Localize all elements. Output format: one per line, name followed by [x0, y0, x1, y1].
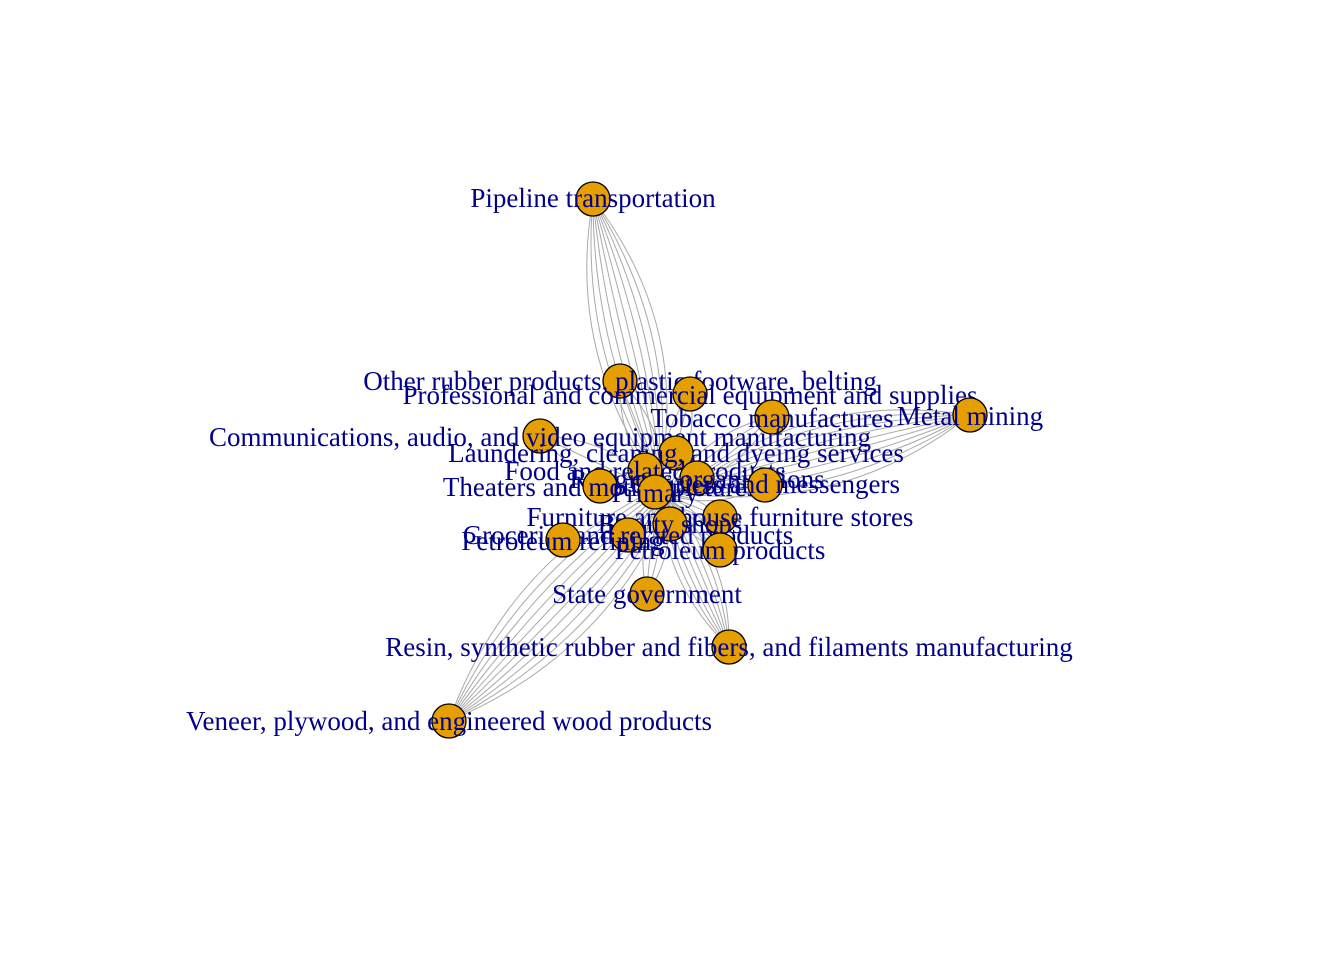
- node-petroleum-products: Petroleum products: [615, 532, 826, 568]
- node-label: State government: [552, 579, 742, 609]
- node-circle: [672, 376, 708, 412]
- node-communications: Communications, audio, and video equipme…: [209, 418, 871, 454]
- node-label: Couriers and messengers: [630, 469, 900, 499]
- edge-pipeline: [592, 198, 663, 493]
- node-label: Theaters and motion pictures: [443, 472, 757, 502]
- node-laundering: Laundering, cleaning, and dyeing service…: [448, 435, 904, 471]
- node-circle: [754, 399, 790, 435]
- node-circle: [610, 517, 646, 553]
- node-theaters: Theaters and motion pictures: [443, 468, 757, 504]
- node-resin: Resin, synthetic rubber and fibers, and …: [385, 629, 1073, 665]
- node-circle: [702, 532, 738, 568]
- node-label: Petroleum products: [615, 535, 826, 565]
- edge-veneer: [448, 497, 669, 722]
- node-circle: [545, 522, 581, 558]
- node-circle: [952, 397, 988, 433]
- node-label: Communications, audio, and video equipme…: [209, 422, 871, 452]
- node-circle: [637, 474, 673, 510]
- node-circle: [629, 576, 665, 612]
- node-circle: [575, 181, 611, 217]
- edge-veneer: [448, 488, 658, 722]
- edge-veneer: [448, 489, 659, 722]
- node-label: Metal mining: [897, 401, 1043, 431]
- node-circle: [431, 703, 467, 739]
- node-label: Other rubber products, plastic footware,…: [363, 366, 877, 396]
- node-label: Primary: [612, 478, 699, 508]
- node-label: Tobacco manufactures: [650, 403, 893, 433]
- node-circle: [582, 468, 618, 504]
- node-label: Groceries and related products: [463, 520, 794, 550]
- node-label: Furniture and house furniture stores: [527, 502, 914, 532]
- node-circle: [747, 467, 783, 503]
- edge-metal-mining: [656, 414, 971, 498]
- node-circle: [711, 629, 747, 665]
- node-circle: [602, 363, 638, 399]
- node-circle: [679, 460, 715, 496]
- node-label: Professional and commercial equipment an…: [402, 380, 977, 410]
- node-label: Laundering, cleaning, and dyeing service…: [448, 438, 904, 468]
- node-label: Resin, synthetic rubber and fibers, and …: [385, 632, 1073, 662]
- node-label: Petroleum refining: [461, 526, 664, 556]
- node-state-gov: State government: [552, 576, 742, 612]
- node-tobacco: Tobacco manufactures: [650, 399, 894, 435]
- node-veneer: Veneer, plywood, and engineered wood pro…: [186, 703, 712, 739]
- node-label: Veneer, plywood, and engineered wood pro…: [186, 706, 712, 736]
- edge-veneer: [448, 498, 671, 722]
- node-label: Pipeline transportation: [470, 183, 716, 213]
- node-metal-mining: Metal mining: [897, 397, 1043, 433]
- node-circle: [652, 506, 688, 542]
- node-groceries: Groceries and related products: [463, 517, 794, 553]
- node-couriers: Couriers and messengers: [630, 467, 900, 503]
- node-layer: Pipeline transportation Other rubber prod…: [186, 181, 1073, 739]
- edge-veneer: [448, 490, 661, 722]
- node-petroleum-refining: Petroleum refining: [461, 522, 665, 558]
- node-pipeline: Pipeline transportation: [470, 181, 716, 217]
- node-circle: [658, 435, 694, 471]
- node-primary: Primary: [612, 474, 699, 510]
- node-other-rubber: Other rubber products, plastic footware,…: [363, 363, 877, 399]
- node-professional: Professional and commercial equipment an…: [402, 376, 978, 412]
- edge-pipeline: [592, 198, 664, 494]
- node-circle: [522, 418, 558, 454]
